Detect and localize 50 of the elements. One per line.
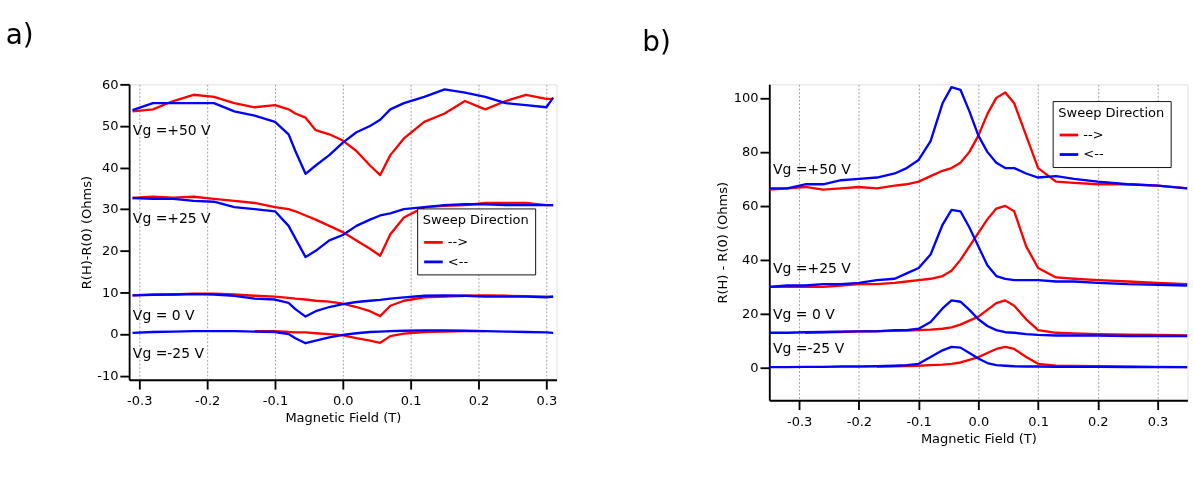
annotation: Vg =-25 V (773, 340, 845, 357)
legend-label: <-- (1083, 146, 1104, 162)
annotation: Vg =-25 V (132, 344, 205, 361)
annotation: Vg = 0 V (132, 307, 196, 324)
x-axis-title: Magnetic Field (T) (920, 430, 1037, 446)
y-tick-label: -10 (97, 367, 119, 383)
line-series (131, 329, 555, 345)
y-tick-label: 30 (101, 201, 119, 217)
annotation: Vg =+50 V (132, 122, 212, 139)
line-series (769, 345, 1188, 369)
y-tick-label: 50 (101, 118, 119, 134)
x-tick-label: 0.2 (468, 393, 490, 409)
x-tick-label: 0.0 (332, 393, 354, 409)
x-tick-label: -0.2 (194, 393, 221, 409)
y-tick-label: 80 (742, 144, 759, 160)
y-tick-label: 0 (110, 326, 119, 342)
y-tick-label: 100 (733, 90, 759, 106)
x-axis-title: Magnetic Field (T) (285, 410, 402, 426)
chart-title: a) (5, 18, 34, 52)
x-tick-label: 0.1 (1028, 413, 1049, 429)
legend-title: Sweep Direction (422, 212, 529, 228)
y-axis-title: R(H)-R(0) (Ohms) (78, 175, 94, 290)
x-tick-label: 0.2 (1087, 413, 1109, 429)
x-tick-label: 0.3 (536, 393, 558, 409)
y-tick-label: 20 (742, 306, 759, 322)
legend-title: Sweep Direction (1058, 104, 1165, 120)
legend-label: --> (1083, 126, 1104, 142)
annotation: Vg =+25 V (132, 210, 212, 227)
annotation: Vg = 0 V (773, 305, 836, 322)
y-tick-label: 60 (742, 198, 759, 214)
y-axis-title: R(H) - R(0) (Ohms) (715, 182, 731, 304)
legend-label: <-- (447, 253, 469, 269)
x-tick-label: 0.3 (1147, 413, 1169, 429)
y-tick-label: 40 (101, 159, 119, 175)
y-tick-label: 40 (742, 252, 759, 268)
y-tick-label: 0 (750, 360, 759, 376)
chart-title: b) (642, 24, 671, 58)
y-tick-label: 60 (101, 76, 119, 92)
y-tick-label: 20 (101, 243, 119, 259)
x-tick-label: 0.0 (968, 413, 990, 429)
x-tick-label: -0.3 (127, 393, 153, 409)
x-tick-label: -0.3 (786, 413, 813, 429)
annotation: Vg =+50 V (773, 161, 852, 178)
y-tick-label: 10 (101, 284, 119, 300)
annotation: Vg =+25 V (773, 259, 852, 276)
x-tick-label: -0.1 (906, 413, 932, 429)
x-tick-label: -0.1 (262, 393, 289, 409)
x-tick-label: -0.2 (846, 413, 873, 429)
x-tick-label: 0.1 (400, 393, 422, 409)
legend-label: --> (447, 234, 469, 250)
